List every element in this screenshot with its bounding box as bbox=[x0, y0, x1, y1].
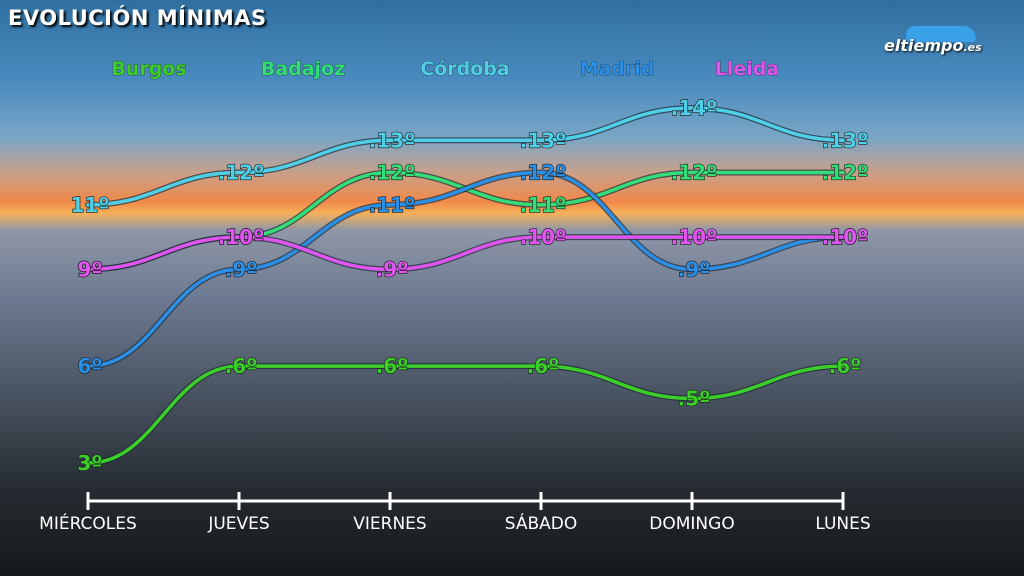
data-label-lleida-domingo: .10º bbox=[671, 225, 718, 249]
data-label-badajoz-viernes: .12º bbox=[369, 161, 416, 185]
legend-badajoz: Badajoz bbox=[261, 58, 345, 80]
data-label-burgos-lunes: .6º bbox=[829, 354, 862, 378]
series-line-burgos bbox=[86, 364, 845, 465]
logo-tld: .es bbox=[963, 41, 982, 54]
data-label-cordoba-viernes: .13º bbox=[369, 128, 416, 152]
data-label-cordoba-sabado: .13º bbox=[520, 128, 567, 152]
page-title: EVOLUCIÓN MÍNIMAS bbox=[8, 6, 267, 30]
series-line-cordoba bbox=[86, 106, 845, 207]
data-label-lleida-lunes: .10º bbox=[822, 225, 869, 249]
data-label-burgos-domingo: .5º bbox=[678, 386, 711, 410]
data-label-lleida-jueves: .10º bbox=[218, 225, 265, 249]
data-label-badajoz-lunes: .12º bbox=[822, 161, 869, 185]
data-label-badajoz-jueves: .10º bbox=[218, 225, 265, 249]
data-label-burgos-jueves: .6º bbox=[225, 354, 258, 378]
data-label-cordoba-miercoles: 11º bbox=[70, 193, 109, 217]
data-label-burgos-viernes: .6º bbox=[376, 354, 409, 378]
series-shadow-madrid bbox=[85, 169, 846, 370]
data-label-madrid-viernes: .11º bbox=[369, 193, 416, 217]
data-label-lleida-viernes: .9º bbox=[376, 257, 409, 281]
legend-cordoba: Córdoba bbox=[420, 58, 509, 80]
cloud-icon bbox=[906, 26, 976, 42]
data-label-madrid-lunes: .10º bbox=[822, 225, 869, 249]
data-label-cordoba-lunes: .13º bbox=[822, 128, 869, 152]
data-label-badajoz-sabado: .11º bbox=[520, 193, 567, 217]
series-shadow-burgos bbox=[85, 363, 846, 466]
x-tick-label-viernes: VIERNES bbox=[353, 514, 426, 534]
data-label-lleida-miercoles: 9º bbox=[77, 257, 102, 281]
data-label-madrid-jueves: .9º bbox=[225, 257, 258, 281]
series-line-lleida bbox=[86, 235, 845, 272]
x-tick-label-lunes: LUNES bbox=[815, 514, 870, 534]
data-label-lleida-sabado: .10º bbox=[520, 225, 567, 249]
logo-brand: eltiempo bbox=[884, 36, 964, 55]
legend-burgos: Burgos bbox=[111, 58, 186, 80]
x-tick-label-domingo: DOMINGO bbox=[649, 514, 734, 534]
data-label-burgos-sabado: .6º bbox=[527, 354, 560, 378]
data-label-madrid-domingo: .9º bbox=[678, 257, 711, 281]
legend-lleida: Lleida bbox=[715, 58, 779, 80]
x-tick-label-sabado: SÁBADO bbox=[505, 512, 578, 534]
legend-madrid: Madrid bbox=[580, 58, 655, 80]
data-label-madrid-miercoles: 6º bbox=[77, 354, 102, 378]
data-label-burgos-miercoles: 3º bbox=[77, 451, 102, 475]
series-line-madrid bbox=[86, 170, 845, 368]
brand-logo: eltiempo.es bbox=[884, 26, 1004, 60]
data-label-cordoba-jueves: .12º bbox=[218, 161, 265, 185]
data-label-badajoz-domingo: .12º bbox=[671, 161, 718, 185]
x-tick-label-jueves: JUEVES bbox=[207, 514, 269, 534]
data-label-cordoba-domingo: .14º bbox=[671, 96, 718, 120]
data-label-madrid-sabado: .12º bbox=[520, 161, 567, 185]
x-tick-label-miercoles: MIÉRCOLES bbox=[39, 512, 137, 534]
data-label-badajoz-miercoles: 9º bbox=[77, 257, 102, 281]
